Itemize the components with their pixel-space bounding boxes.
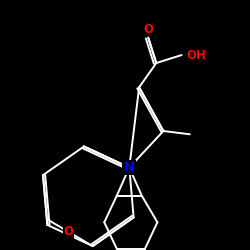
- Text: O: O: [143, 23, 153, 36]
- Text: OH: OH: [186, 48, 206, 62]
- Text: N: N: [124, 161, 135, 174]
- Text: O: O: [64, 225, 74, 238]
